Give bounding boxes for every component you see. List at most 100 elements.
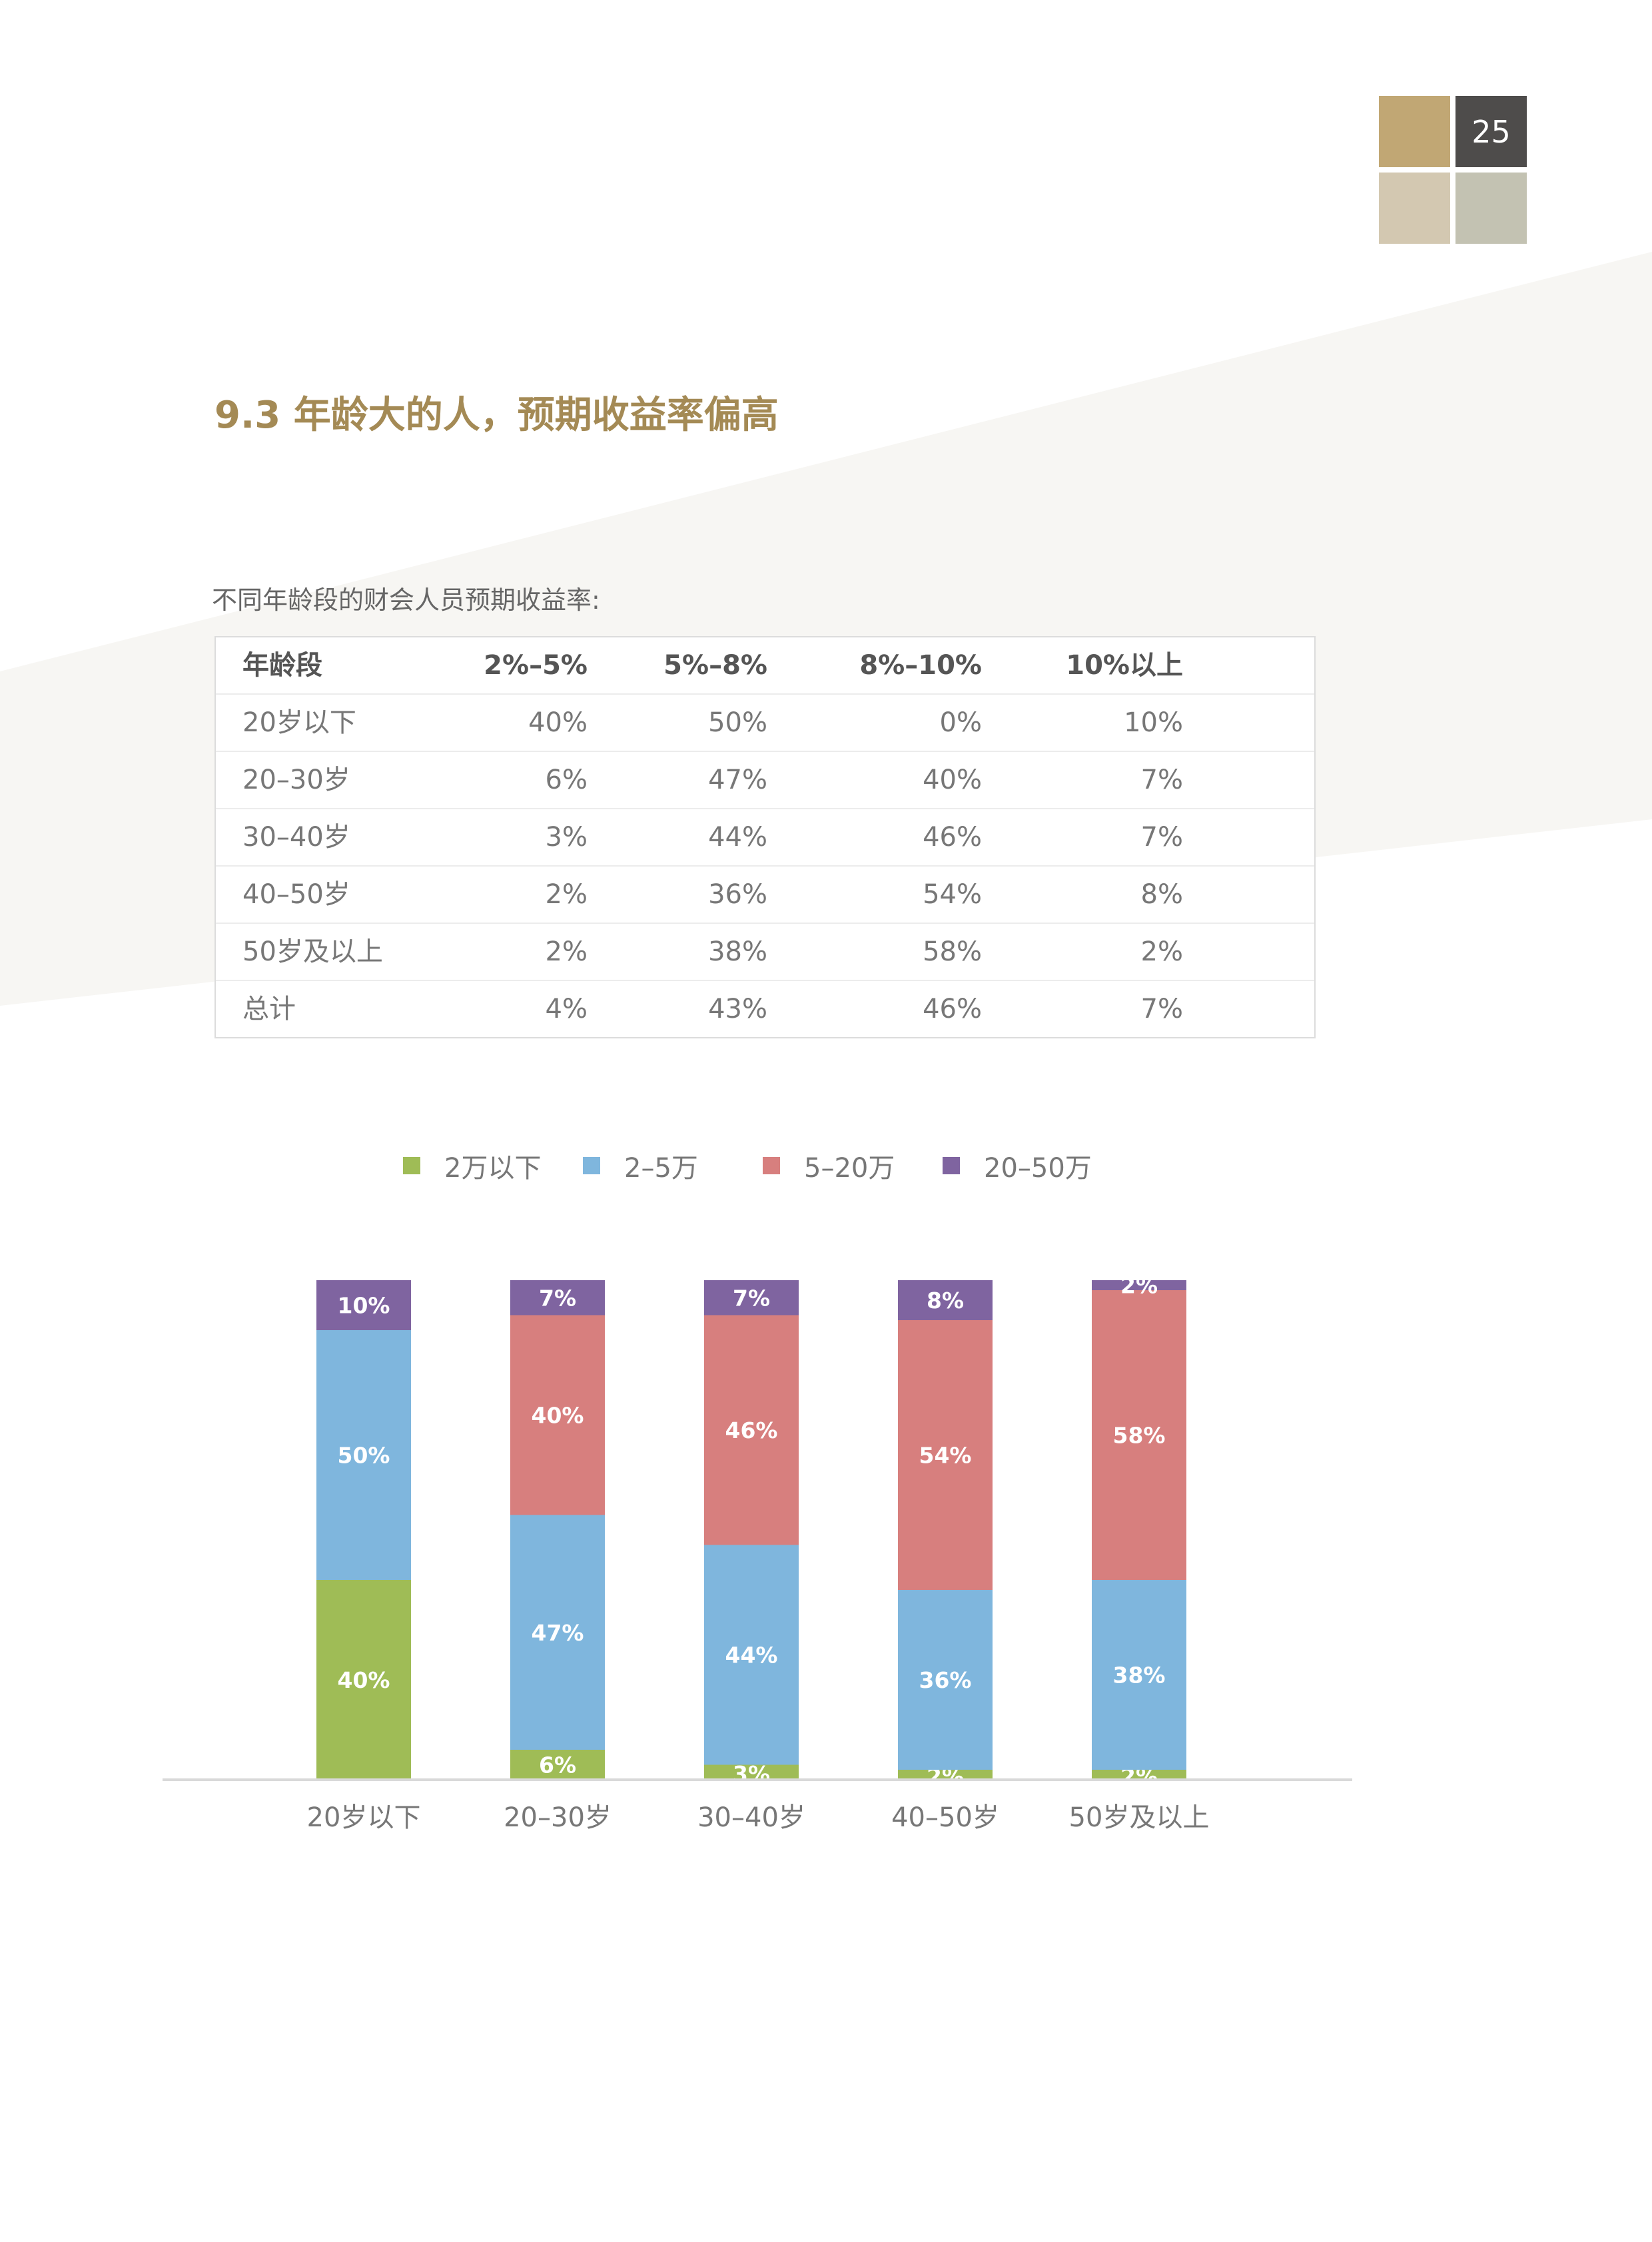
bar-segment	[316, 1280, 411, 1330]
table-cell: 40%	[528, 707, 588, 738]
data-label: 58%	[1113, 1423, 1166, 1449]
data-label: 7%	[733, 1285, 770, 1311]
legend-label: 5–20万	[804, 1153, 895, 1184]
bar-segment	[898, 1320, 993, 1590]
bar-segment	[510, 1315, 605, 1515]
data-label: 36%	[919, 1667, 972, 1693]
data-label: 44%	[725, 1643, 778, 1669]
table-cell: 10%	[1124, 707, 1183, 738]
data-label: 46%	[725, 1417, 778, 1443]
decor-square-beige	[1379, 173, 1450, 244]
bar-segment	[510, 1280, 605, 1315]
table-cell: 2%	[545, 936, 588, 967]
data-label: 47%	[532, 1620, 584, 1646]
data-label: 38%	[1113, 1663, 1166, 1688]
table-row: 30–40岁 3% 44% 46% 7%	[216, 809, 1314, 867]
data-label: 2%	[1120, 1273, 1158, 1299]
table-cell: 30–40岁	[242, 822, 350, 853]
table-row: 20–30岁 6% 47% 40% 7%	[216, 752, 1314, 809]
table-row: 40–50岁 2% 36% 54% 8%	[216, 867, 1314, 924]
legend-swatch	[763, 1157, 780, 1174]
data-label: 10%	[338, 1293, 390, 1319]
data-label: 40%	[532, 1403, 584, 1429]
bar-segment	[704, 1545, 799, 1765]
legend-label: 2万以下	[444, 1153, 542, 1184]
bar-segment	[1092, 1290, 1186, 1580]
table-cell: 2%	[545, 879, 588, 910]
return-rate-table: 年龄段 2%–5% 5%–8% 8%–10% 10%以上 20岁以下 40% 5…	[214, 636, 1316, 1038]
data-label: 3%	[733, 1761, 770, 1787]
legend-swatch	[403, 1157, 420, 1174]
bar-segment	[510, 1515, 605, 1750]
bar-segment	[704, 1280, 799, 1315]
table-cell: 40%	[923, 765, 982, 795]
legend-item: 5–20万	[763, 1146, 895, 1186]
table-cell: 46%	[923, 994, 982, 1024]
bar-segment	[510, 1750, 605, 1780]
table-header-cell: 10%以上	[1066, 650, 1183, 681]
bar-segment	[1092, 1280, 1186, 1290]
table-cell: 44%	[708, 822, 767, 853]
table-cell: 43%	[708, 994, 767, 1024]
data-label: 50%	[338, 1443, 390, 1469]
table-header-cell: 5%–8%	[663, 650, 767, 681]
table-cell: 8%	[1140, 879, 1183, 910]
legend-item: 20–50万	[943, 1146, 1092, 1186]
table-header-cell: 年龄段	[242, 650, 322, 681]
bar-segment	[898, 1590, 993, 1770]
bar-segment	[1092, 1580, 1186, 1770]
table-cell: 6%	[545, 765, 588, 795]
table-header-cell: 2%–5%	[484, 650, 588, 681]
table-cell: 50岁及以上	[242, 936, 383, 967]
bar-segment	[898, 1770, 993, 1780]
table-cell: 3%	[545, 822, 588, 853]
data-label: 7%	[539, 1285, 576, 1311]
bar-segment	[898, 1280, 993, 1320]
data-label: 40%	[338, 1667, 390, 1693]
table-header-cell: 8%–10%	[859, 650, 982, 681]
table-cell: 40–50岁	[242, 879, 350, 910]
legend-swatch	[583, 1157, 600, 1174]
bar-segment	[316, 1330, 411, 1580]
legend-swatch	[943, 1157, 960, 1174]
bar-segment	[316, 1580, 411, 1780]
table-row-total: 总计 4% 43% 46% 7%	[216, 981, 1314, 1037]
decor-square-gold	[1379, 96, 1450, 167]
table-row: 50岁及以上 2% 38% 58% 2%	[216, 924, 1314, 981]
table-cell: 47%	[708, 765, 767, 795]
table-cell: 4%	[545, 994, 588, 1024]
legend-label: 2–5万	[624, 1153, 698, 1184]
table-cell: 20–30岁	[242, 765, 350, 795]
table-cell: 46%	[923, 822, 982, 853]
data-label: 8%	[927, 1288, 964, 1313]
section-title: 9.3 年龄大的人，预期收益率偏高	[214, 394, 779, 437]
table-cell: 总计	[242, 994, 296, 1024]
bar-segment	[1092, 1770, 1186, 1780]
legend-item: 2万以下	[403, 1146, 541, 1186]
decor-square-grey	[1455, 173, 1527, 244]
category-label: 20–30岁	[504, 1802, 612, 1833]
table-header-row: 年龄段 2%–5% 5%–8% 8%–10% 10%以上	[216, 637, 1314, 695]
legend-item: 2–5万	[583, 1146, 698, 1186]
bar-segment	[704, 1764, 799, 1780]
table-cell: 20岁以下	[242, 707, 356, 738]
page-number: 25	[1455, 96, 1527, 167]
table-cell: 36%	[708, 879, 767, 910]
legend-label: 20–50万	[984, 1153, 1092, 1184]
table-cell: 0%	[939, 707, 982, 738]
table-cell: 2%	[1140, 936, 1183, 967]
table-cell: 38%	[708, 936, 767, 967]
data-label: 54%	[919, 1443, 972, 1469]
data-label: 6%	[539, 1752, 576, 1778]
table-cell: 7%	[1140, 822, 1183, 853]
table-cell: 50%	[708, 707, 767, 738]
category-label: 50岁及以上	[1069, 1802, 1210, 1833]
bar-segment	[704, 1315, 799, 1545]
category-label: 30–40岁	[697, 1802, 805, 1833]
category-label: 40–50岁	[891, 1802, 999, 1833]
table-cell: 7%	[1140, 765, 1183, 795]
table-row: 20岁以下 40% 50% 0% 10%	[216, 695, 1314, 752]
table-cell: 54%	[923, 879, 982, 910]
category-label: 20岁以下	[307, 1802, 421, 1833]
